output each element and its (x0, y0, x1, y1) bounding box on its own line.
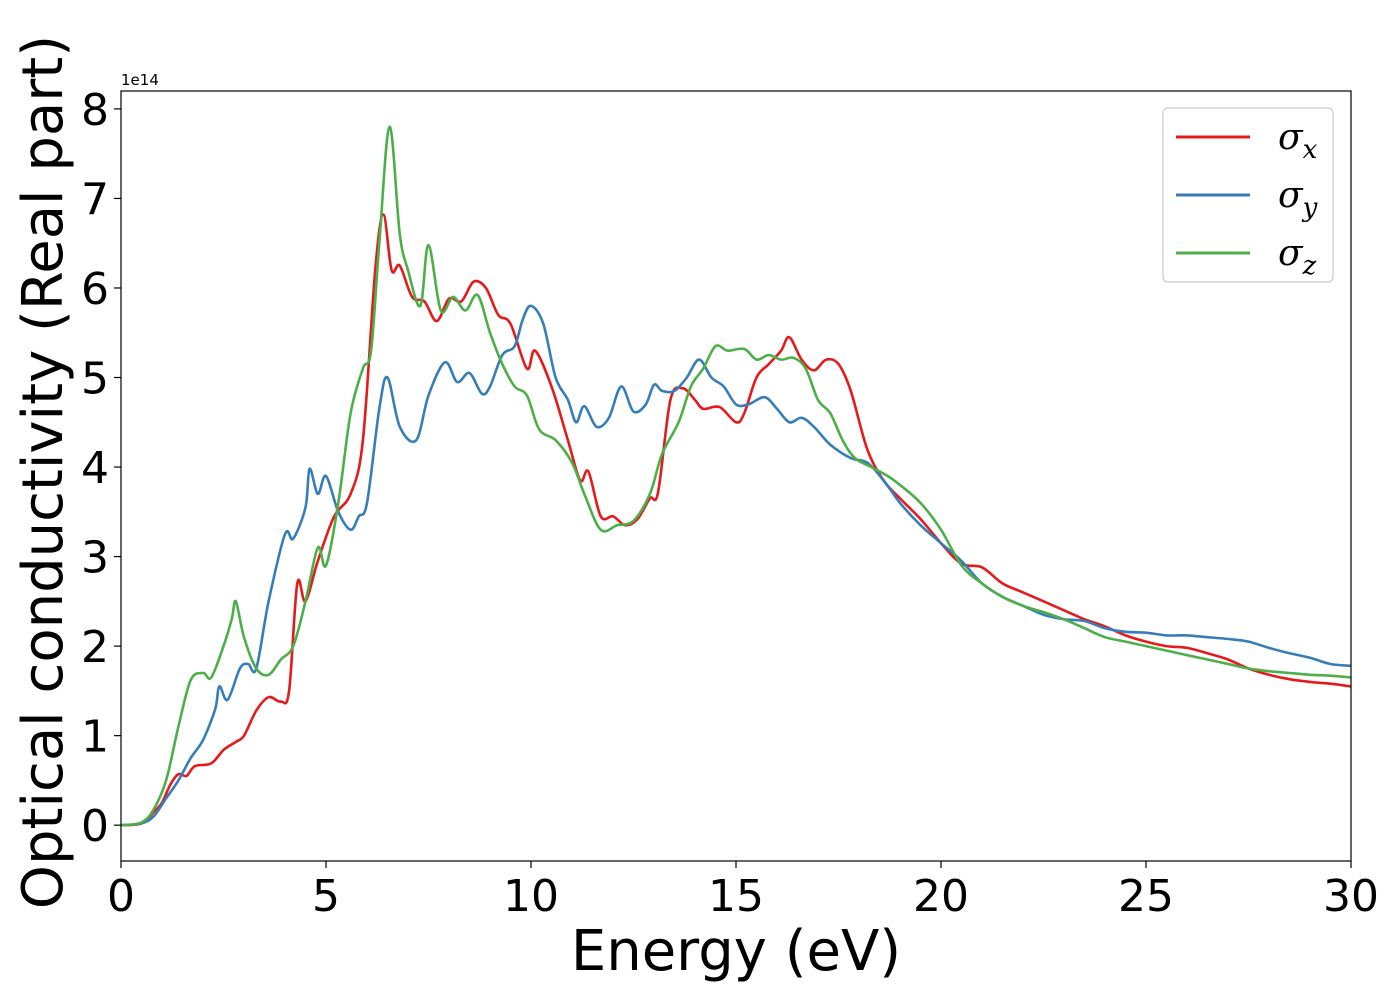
x-tick-label: 0 (107, 871, 135, 922)
legend: σx σy σz (1162, 107, 1334, 283)
y-tick-label: 0 (81, 801, 109, 852)
series-line-x (121, 213, 1351, 827)
y-tick-label: 4 (81, 443, 109, 494)
legend-label-z: σz (1278, 233, 1317, 281)
x-tick-label: 10 (503, 871, 559, 922)
y-tick-label: 2 (81, 622, 109, 673)
y-tick-label: 1 (81, 712, 109, 763)
x-tick-label: 5 (312, 871, 340, 922)
x-tick-label: 20 (913, 871, 969, 922)
x-tick-label: 30 (1323, 871, 1379, 922)
y-tick-label: 3 (81, 533, 109, 584)
y-tick-label: 5 (81, 354, 109, 405)
x-axis-title: Energy (eV) (571, 919, 901, 984)
y-tick-label: 6 (81, 264, 109, 315)
legend-label-x: σx (1278, 117, 1318, 165)
y-tick-label: 7 (81, 174, 109, 225)
y-axis: 0 1 2 3 4 5 6 7 8 (81, 85, 121, 852)
series-line-y (121, 304, 1351, 827)
y-scale-offset-label: 1e14 (121, 71, 159, 89)
x-axis: 0 5 10 15 20 25 30 (107, 861, 1379, 922)
y-tick-label: 8 (81, 85, 109, 136)
y-axis-title: Optical conductivity (Real part) (11, 35, 76, 909)
legend-label-y: σy (1278, 175, 1318, 223)
series-line-z (121, 125, 1351, 827)
series-layer (121, 125, 1351, 827)
x-tick-label: 15 (708, 871, 764, 922)
x-tick-label: 25 (1118, 871, 1174, 922)
